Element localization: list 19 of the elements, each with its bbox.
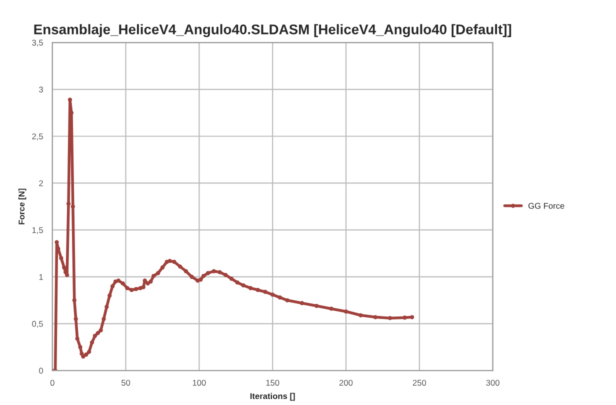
chart-title: Ensamblaje_HeliceV4_Angulo40.SLDASM [HeliceV4_Angulo40 [Default]] (34, 24, 512, 38)
y-tick-label: 0,5 (32, 320, 43, 328)
x-tick-label: 100 (192, 380, 206, 386)
y-tick-label: 2 (39, 180, 43, 186)
y-tick-label: 0 (39, 368, 44, 374)
x-axis-title: Iterations [] (250, 392, 295, 401)
x-tick-label: 50 (121, 380, 130, 386)
y-tick-label: 3 (39, 86, 43, 92)
y-axis-title: Force [N] (18, 188, 26, 224)
x-tick-label: 0 (50, 380, 54, 386)
legend-label: GG Force (528, 202, 564, 209)
y-tick-label: 1,5 (32, 227, 43, 234)
x-tick-label: 250 (412, 380, 426, 386)
y-tick-label: 2,5 (32, 133, 43, 140)
x-tick-label: 300 (486, 380, 500, 386)
x-tick-label: 200 (339, 380, 353, 386)
y-tick-label: 1 (39, 274, 43, 280)
x-tick-label: 150 (266, 380, 280, 386)
y-tick-label: 3,5 (32, 40, 43, 47)
